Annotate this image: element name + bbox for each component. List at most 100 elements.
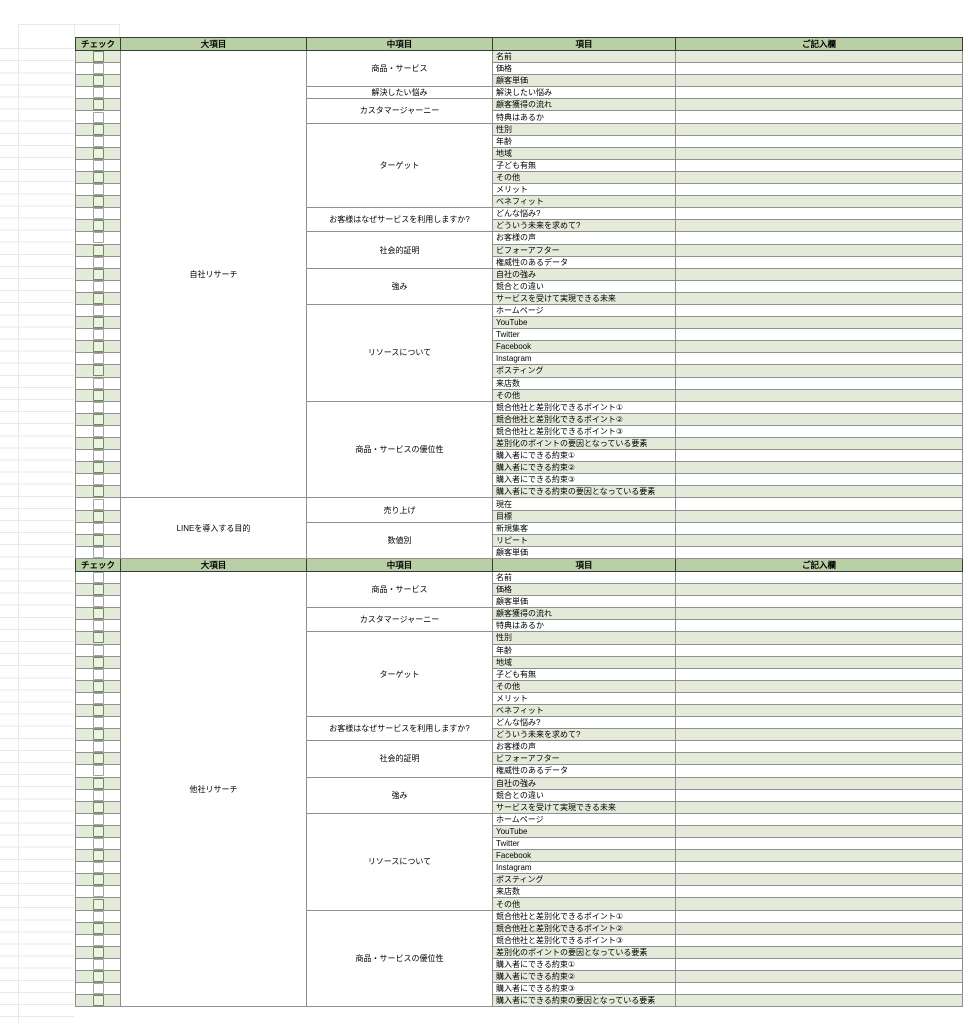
checkbox[interactable] <box>92 632 104 643</box>
checkbox[interactable] <box>92 329 104 340</box>
entry-cell[interactable] <box>675 716 963 730</box>
checkbox[interactable] <box>92 596 104 607</box>
entry-cell[interactable] <box>675 412 963 426</box>
entry-cell[interactable] <box>675 461 963 475</box>
checkbox[interactable] <box>92 208 104 219</box>
checkbox[interactable] <box>92 935 104 946</box>
entry-cell[interactable] <box>675 909 963 923</box>
checkbox[interactable] <box>92 838 104 849</box>
checkbox[interactable] <box>92 450 104 461</box>
entry-cell[interactable] <box>675 776 963 790</box>
checkbox[interactable] <box>92 995 104 1006</box>
checkbox[interactable] <box>92 645 104 656</box>
checkbox[interactable] <box>92 245 104 256</box>
entry-cell[interactable] <box>675 291 963 305</box>
entry-cell[interactable] <box>675 800 963 814</box>
checkbox[interactable] <box>92 886 104 897</box>
entry-cell[interactable] <box>675 267 963 281</box>
entry-cell[interactable] <box>675 619 963 633</box>
entry-cell[interactable] <box>675 340 963 354</box>
checkbox[interactable] <box>92 729 104 740</box>
checkbox[interactable] <box>92 124 104 135</box>
entry-cell[interactable] <box>675 449 963 463</box>
checkbox[interactable] <box>92 862 104 873</box>
entry-cell[interactable] <box>675 703 963 718</box>
entry-cell[interactable] <box>675 485 963 499</box>
entry-cell[interactable] <box>675 607 963 621</box>
checkbox[interactable] <box>92 136 104 147</box>
checkbox[interactable] <box>92 814 104 825</box>
checkbox[interactable] <box>92 462 104 473</box>
checkbox[interactable] <box>92 402 104 413</box>
entry-cell[interactable] <box>675 994 963 1008</box>
entry-cell[interactable] <box>675 352 963 366</box>
entry-cell[interactable] <box>675 146 963 160</box>
checkbox[interactable] <box>92 898 104 910</box>
entry-cell[interactable] <box>675 497 963 511</box>
checkbox[interactable] <box>92 305 104 316</box>
checkbox[interactable] <box>92 148 104 159</box>
entry-cell[interactable] <box>675 231 963 245</box>
entry-cell[interactable] <box>675 570 963 585</box>
checkbox[interactable] <box>92 657 104 668</box>
entry-cell[interactable] <box>675 728 963 742</box>
checkbox[interactable] <box>92 874 104 885</box>
entry-cell[interactable] <box>675 643 963 657</box>
checkbox[interactable] <box>92 620 104 631</box>
entry-cell[interactable] <box>675 970 963 984</box>
checkbox[interactable] <box>92 511 104 522</box>
checkbox[interactable] <box>92 947 104 958</box>
entry-cell[interactable] <box>675 255 963 269</box>
entry-cell[interactable] <box>675 824 963 839</box>
entry-cell[interactable] <box>675 376 963 390</box>
checkbox[interactable] <box>92 184 104 195</box>
entry-cell[interactable] <box>675 158 963 172</box>
entry-cell[interactable] <box>675 812 963 826</box>
checkbox[interactable] <box>92 341 104 352</box>
checkbox[interactable] <box>92 547 104 558</box>
checkbox[interactable] <box>92 765 104 777</box>
checkbox[interactable] <box>92 232 104 243</box>
checkbox[interactable] <box>92 693 104 704</box>
checkbox[interactable] <box>92 826 104 837</box>
entry-cell[interactable] <box>675 764 963 778</box>
checkbox[interactable] <box>92 983 104 994</box>
entry-cell[interactable] <box>675 873 963 887</box>
entry-cell[interactable] <box>675 122 963 136</box>
checkbox[interactable] <box>92 669 104 680</box>
checkbox[interactable] <box>92 438 104 449</box>
checkbox[interactable] <box>92 802 104 813</box>
entry-cell[interactable] <box>675 691 963 705</box>
checkbox[interactable] <box>92 172 104 183</box>
entry-cell[interactable] <box>675 788 963 802</box>
checkbox[interactable] <box>92 971 104 982</box>
checkbox[interactable] <box>92 365 104 377</box>
entry-cell[interactable] <box>675 533 963 547</box>
entry-cell[interactable] <box>675 110 963 124</box>
entry-cell[interactable] <box>675 388 963 402</box>
checkbox[interactable] <box>92 486 104 497</box>
entry-cell[interactable] <box>675 170 963 185</box>
entry-cell[interactable] <box>675 509 963 523</box>
entry-cell[interactable] <box>675 62 963 76</box>
checkbox[interactable] <box>92 75 104 86</box>
checkbox[interactable] <box>92 923 104 934</box>
entry-cell[interactable] <box>675 885 963 899</box>
entry-cell[interactable] <box>675 195 963 209</box>
entry-cell[interactable] <box>675 752 963 766</box>
entry-cell[interactable] <box>675 207 963 221</box>
checkbox[interactable] <box>92 959 104 970</box>
checkbox[interactable] <box>92 257 104 268</box>
entry-cell[interactable] <box>675 655 963 669</box>
checkbox[interactable] <box>92 584 104 595</box>
checkbox[interactable] <box>92 63 104 74</box>
entry-cell[interactable] <box>675 49 963 64</box>
entry-cell[interactable] <box>675 957 963 972</box>
entry-cell[interactable] <box>675 436 963 451</box>
entry-cell[interactable] <box>675 631 963 645</box>
entry-cell[interactable] <box>675 897 963 911</box>
entry-cell[interactable] <box>675 473 963 487</box>
checkbox[interactable] <box>92 498 104 510</box>
entry-cell[interactable] <box>675 243 963 257</box>
entry-cell[interactable] <box>675 945 963 959</box>
